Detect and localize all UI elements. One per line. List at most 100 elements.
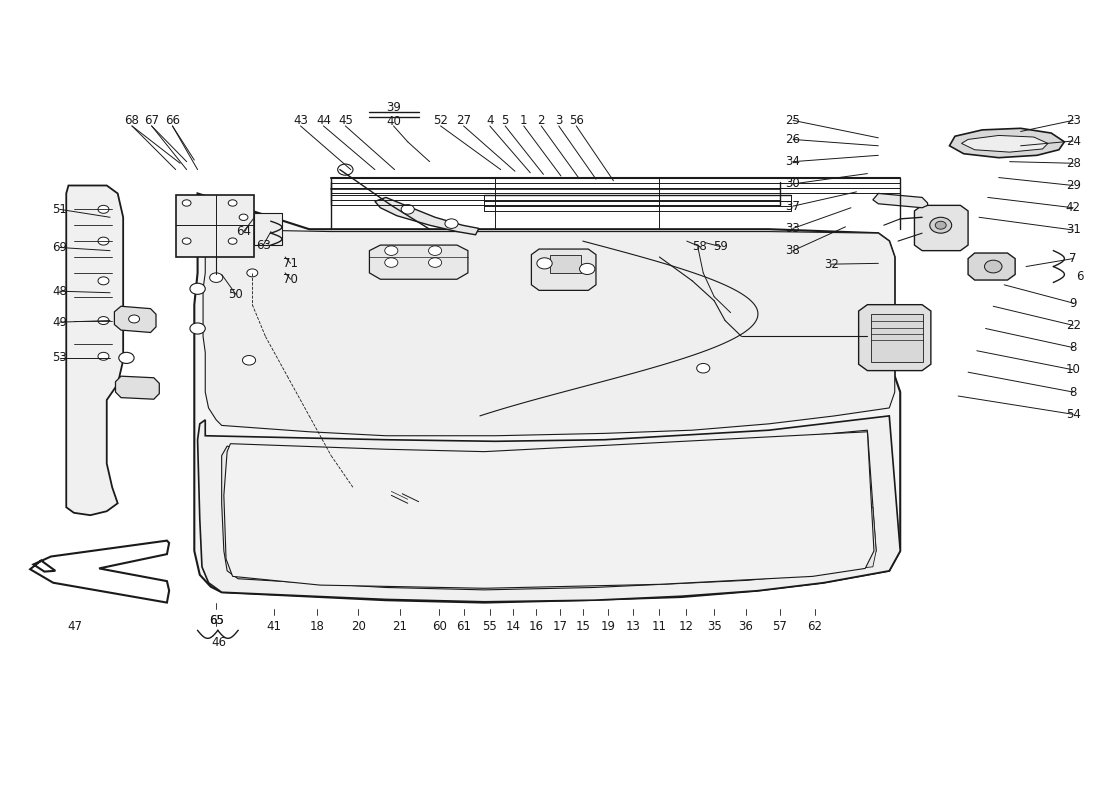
Text: 48: 48 [53,285,67,298]
Text: 26: 26 [785,133,801,146]
Text: 35: 35 [707,620,722,633]
Polygon shape [968,253,1015,280]
Circle shape [190,283,206,294]
Text: 15: 15 [575,620,591,633]
Text: 18: 18 [309,620,324,633]
Text: 62: 62 [807,620,823,633]
Polygon shape [961,135,1048,152]
Text: 65: 65 [209,614,223,627]
Text: 60: 60 [432,620,447,633]
Circle shape [242,490,255,500]
Circle shape [338,164,353,175]
Polygon shape [914,206,968,250]
Text: 52: 52 [433,114,448,127]
Text: 58: 58 [693,240,707,253]
Polygon shape [224,432,875,588]
Text: 38: 38 [785,244,801,257]
Circle shape [402,205,415,214]
Text: 61: 61 [456,620,471,633]
Circle shape [696,490,710,500]
Polygon shape [873,194,927,208]
Circle shape [385,258,398,267]
Text: 27: 27 [456,114,471,127]
Circle shape [385,246,398,255]
Text: 2: 2 [538,114,544,127]
Text: 6: 6 [1076,270,1084,282]
Text: 41: 41 [266,620,282,633]
Text: 63: 63 [256,238,271,251]
Text: 8: 8 [1069,341,1077,354]
Text: 69: 69 [52,241,67,254]
Text: 47: 47 [67,620,82,633]
Text: 32: 32 [824,258,838,270]
Polygon shape [222,430,876,590]
Text: 34: 34 [785,155,801,168]
Text: 14: 14 [505,620,520,633]
Polygon shape [375,198,478,234]
Text: 29: 29 [1066,179,1080,192]
Text: 7: 7 [1069,252,1077,265]
Text: 64: 64 [236,225,251,238]
Circle shape [129,315,140,323]
Text: 31: 31 [1066,223,1080,237]
Text: 44: 44 [316,114,331,127]
Polygon shape [370,245,468,279]
Text: 67: 67 [144,114,159,127]
Text: 22: 22 [1066,319,1080,332]
Text: 39: 39 [386,101,400,114]
Circle shape [930,218,952,233]
Text: 55: 55 [483,620,497,633]
Circle shape [228,238,236,244]
Text: 9: 9 [1069,297,1077,310]
Text: 54: 54 [1066,408,1080,421]
Text: 16: 16 [528,620,543,633]
Circle shape [935,222,946,229]
Text: 5: 5 [502,114,509,127]
Text: 4: 4 [486,114,494,127]
Circle shape [98,277,109,285]
Text: 10: 10 [1066,363,1080,376]
Polygon shape [949,128,1065,158]
Text: 70: 70 [283,273,298,286]
Text: 37: 37 [785,200,801,213]
Text: 40: 40 [386,115,400,129]
Text: 66: 66 [165,114,180,127]
Text: 57: 57 [772,620,788,633]
Polygon shape [30,541,169,602]
Text: 24: 24 [1066,134,1080,147]
Polygon shape [116,376,160,399]
Text: 11: 11 [652,620,667,633]
Bar [254,214,282,245]
Text: 33: 33 [785,222,801,235]
Text: 53: 53 [53,351,67,364]
Circle shape [98,352,109,360]
Polygon shape [204,229,894,436]
Circle shape [183,200,191,206]
Polygon shape [531,249,596,290]
Circle shape [429,258,441,267]
Text: 49: 49 [52,316,67,329]
Circle shape [537,258,552,269]
Circle shape [246,269,257,277]
Text: 23: 23 [1066,114,1080,127]
Text: 45: 45 [338,114,353,127]
Text: 12: 12 [679,620,693,633]
Bar [550,255,581,273]
Circle shape [190,323,206,334]
Circle shape [210,273,223,282]
Bar [176,195,254,257]
Circle shape [119,352,134,363]
Text: 25: 25 [785,114,801,127]
Circle shape [228,200,236,206]
Text: 65: 65 [209,614,223,627]
Text: 1: 1 [520,114,528,127]
Bar [871,314,923,362]
Polygon shape [484,507,876,586]
Text: 51: 51 [53,203,67,216]
Text: 56: 56 [569,114,584,127]
Polygon shape [859,305,931,370]
Circle shape [98,237,109,245]
Text: 17: 17 [552,620,568,633]
Text: 30: 30 [785,178,801,190]
Polygon shape [66,186,123,515]
